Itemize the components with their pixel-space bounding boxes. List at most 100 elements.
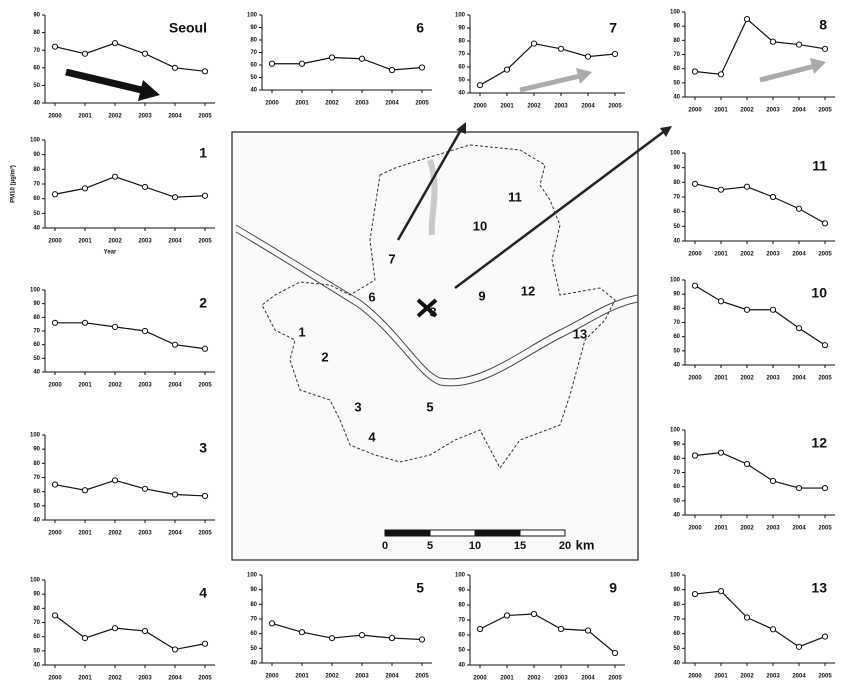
y-tick-label: 80: [673, 602, 680, 608]
data-point: [359, 56, 364, 61]
x-tick-label: 2000: [688, 376, 702, 382]
region-label: 9: [478, 288, 485, 303]
x-tick-label: 2004: [792, 376, 806, 382]
scale-tick-label: 15: [514, 540, 526, 552]
y-tick-label: 70: [673, 320, 680, 326]
x-tick-label: 2004: [792, 526, 806, 532]
panel-title: 9: [609, 580, 617, 596]
x-tick-label: 2004: [168, 239, 182, 245]
data-point: [269, 61, 274, 66]
y-tick-label: 60: [250, 631, 257, 637]
data-point: [112, 324, 117, 329]
data-point: [744, 307, 749, 312]
x-tick-label: 2005: [608, 104, 622, 110]
y-tick-label: 100: [247, 13, 258, 19]
x-tick-label: 2004: [581, 104, 595, 110]
data-point: [612, 650, 617, 655]
series-line: [695, 184, 825, 224]
series-line: [695, 286, 825, 346]
y-tick-label: 80: [33, 606, 40, 612]
x-tick-label: 2004: [168, 383, 182, 389]
x-tick-label: 2003: [138, 531, 152, 537]
data-point: [112, 174, 117, 179]
data-point: [531, 611, 536, 616]
x-tick-label: 2001: [714, 252, 728, 258]
x-tick-label: 2000: [688, 526, 702, 532]
panel-title: 10: [811, 285, 827, 301]
x-tick-label: 2001: [78, 114, 92, 120]
x-tick-label: 2003: [554, 676, 568, 682]
region-label: 5: [426, 399, 433, 414]
data-point: [718, 299, 723, 304]
y-tick-label: 100: [30, 138, 41, 144]
panel-title: 5: [416, 580, 424, 596]
x-tick-label: 2000: [473, 676, 487, 682]
y-tick-label: 60: [673, 484, 680, 490]
panel-title: 3: [199, 440, 207, 456]
y-tick-label: 40: [673, 661, 680, 667]
panel-title: 6: [416, 20, 424, 36]
y-tick-label: 90: [33, 592, 40, 598]
x-tick-label: 2004: [792, 252, 806, 258]
data-point: [142, 184, 147, 189]
x-tick-label: 2001: [500, 676, 514, 682]
x-tick-label: 2004: [385, 674, 399, 680]
data-point: [558, 626, 563, 631]
panel-title: 1: [199, 145, 207, 161]
data-point: [112, 478, 117, 483]
x-tick-label: 2000: [48, 676, 62, 682]
x-tick-label: 2001: [714, 376, 728, 382]
y-tick-label: 90: [673, 24, 680, 30]
data-point: [796, 206, 801, 211]
y-tick-label: 90: [458, 588, 465, 594]
data-point: [504, 67, 509, 72]
x-tick-label: 2005: [198, 531, 212, 537]
x-tick-label: 2003: [554, 104, 568, 110]
data-point: [172, 647, 177, 652]
series-line: [55, 615, 205, 649]
y-tick-label: 50: [33, 503, 40, 509]
y-tick-label: 80: [458, 39, 465, 45]
data-point: [744, 461, 749, 466]
scale-segment: [385, 530, 430, 536]
map: [232, 122, 672, 560]
y-tick-label: 60: [250, 63, 257, 69]
y-tick-label: 70: [33, 182, 40, 188]
series-line: [272, 623, 422, 639]
y-tick-label: 100: [670, 10, 681, 16]
x-tick-label: 2001: [295, 101, 309, 107]
data-point: [202, 641, 207, 646]
x-tick-label: 2001: [78, 531, 92, 537]
region-label: 1: [298, 324, 305, 339]
data-point: [202, 69, 207, 74]
x-tick-label: 2003: [766, 252, 780, 258]
panel-title: 12: [811, 435, 827, 451]
y-tick-label: 90: [33, 301, 40, 307]
series-line: [55, 480, 205, 496]
x-tick-label: 2005: [198, 114, 212, 120]
data-point: [299, 61, 304, 66]
trend-arrow: [760, 66, 815, 80]
x-tick-label: 2003: [766, 526, 780, 532]
region-label: 10: [473, 218, 487, 233]
x-tick-label: 2001: [78, 676, 92, 682]
x-tick-label: 2003: [766, 376, 780, 382]
series-line: [695, 591, 825, 647]
x-tick-label: 2002: [108, 114, 122, 120]
y-tick-label: 90: [673, 292, 680, 298]
y-tick-label: 50: [33, 648, 40, 654]
y-tick-label: 60: [673, 334, 680, 340]
data-point: [142, 628, 147, 633]
y-tick-label: 50: [33, 211, 40, 217]
y-tick-label: 50: [673, 646, 680, 652]
series-line: [55, 177, 205, 198]
data-point: [389, 67, 394, 72]
series-line: [55, 43, 205, 71]
region-label: 6: [368, 289, 375, 304]
y-tick-label: 100: [455, 13, 466, 19]
y-tick-label: 70: [250, 617, 257, 623]
y-tick-label: 90: [673, 587, 680, 593]
x-tick-label: 2001: [714, 526, 728, 532]
data-point: [692, 283, 697, 288]
y-tick-label: 40: [458, 663, 465, 669]
